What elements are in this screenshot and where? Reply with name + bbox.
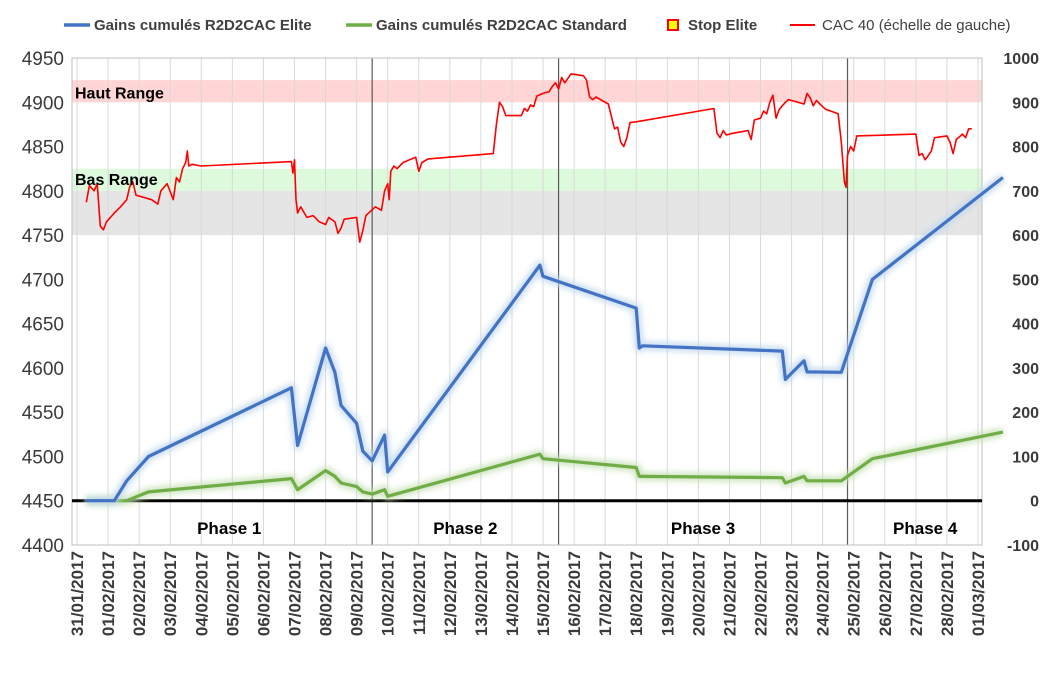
tick-x: 05/02/2017 <box>223 551 242 636</box>
legend-item-standard: Gains cumulés R2D2CAC Standard <box>346 17 627 34</box>
phase-labels: Phase 1 Phase 2 Phase 3 Phase 4 <box>197 519 958 538</box>
tick-x: 26/02/2017 <box>876 551 895 636</box>
tick-x: 04/02/2017 <box>192 551 211 636</box>
tick-left: 4400 <box>22 536 64 557</box>
legend-label-cac40: CAC 40 (échelle de gauche) <box>822 17 1010 34</box>
band-label-haut-range: Haut Range <box>75 85 164 102</box>
tick-x: 10/02/2017 <box>379 551 398 636</box>
tick-x: 14/02/2017 <box>503 551 522 636</box>
phase-label-4: Phase 4 <box>893 519 958 538</box>
series-layer <box>85 73 1006 506</box>
tick-left: 4500 <box>22 447 64 468</box>
tick-x: 11/02/2017 <box>410 551 429 635</box>
band-2 <box>72 190 982 236</box>
tick-x: 23/02/2017 <box>783 551 802 636</box>
tick-x: 28/02/2017 <box>938 551 957 636</box>
phase-label-3: Phase 3 <box>671 519 735 538</box>
tick-x: 25/02/2017 <box>845 551 864 636</box>
tick-x: 08/02/2017 <box>317 551 336 636</box>
tick-right: 0 <box>1030 494 1039 511</box>
tick-x: 17/02/2017 <box>596 551 615 636</box>
tick-left: 4950 <box>22 49 64 70</box>
tick-left: 4450 <box>22 492 64 513</box>
tick-x: 12/02/2017 <box>441 551 460 636</box>
legend: Gains cumulés R2D2CAC Elite Gains cumulé… <box>64 17 1010 34</box>
tick-right: 900 <box>1012 95 1039 112</box>
series-line-cac40 <box>85 73 972 243</box>
legend-swatch-stop-elite <box>667 19 679 31</box>
vertical-gridlines <box>76 58 979 545</box>
band-1 <box>72 168 982 191</box>
tick-x: 07/02/2017 <box>285 551 304 636</box>
tick-right: 300 <box>1012 361 1039 378</box>
tick-right: 700 <box>1012 184 1039 201</box>
x-axis: 31/01/2017 01/02/2017 02/02/2017 03/02/2017… <box>68 551 988 636</box>
tick-left: 4650 <box>22 315 64 336</box>
right-axis: -100 0 100 200 300 400 500 600 700 800 900 1000 <box>1003 51 1039 555</box>
tick-x: 31/01/2017 <box>68 551 87 636</box>
tick-x: 15/02/2017 <box>534 551 553 636</box>
legend-label-standard: Gains cumulés R2D2CAC Standard <box>376 17 627 34</box>
legend-item-cac40: CAC 40 (échelle de gauche) <box>790 17 1010 34</box>
tick-x: 02/02/2017 <box>130 551 149 636</box>
tick-left: 4550 <box>22 403 64 424</box>
tick-left: 4850 <box>22 138 64 159</box>
tick-right: 600 <box>1012 228 1039 245</box>
tick-right: 100 <box>1012 449 1039 466</box>
tick-x: 06/02/2017 <box>254 551 273 636</box>
legend-label-stop-elite: Stop Elite <box>688 17 757 34</box>
tick-x: 24/02/2017 <box>814 551 833 636</box>
tick-x: 19/02/2017 <box>658 551 677 636</box>
phase-label-2: Phase 2 <box>433 519 497 538</box>
tick-x: 01/02/2017 <box>99 551 118 636</box>
tick-x: 01/03/2017 <box>969 551 988 636</box>
tick-right: 800 <box>1012 140 1039 157</box>
band-0 <box>72 80 982 103</box>
tick-x: 22/02/2017 <box>752 551 771 636</box>
tick-right: 400 <box>1012 317 1039 334</box>
tick-x: 21/02/2017 <box>720 551 739 636</box>
tick-x: 16/02/2017 <box>565 551 584 636</box>
tick-x: 27/02/2017 <box>907 551 926 636</box>
tick-x: 09/02/2017 <box>348 551 367 636</box>
legend-item-elite: Gains cumulés R2D2CAC Elite <box>64 17 312 34</box>
series-line-standard <box>86 430 1004 503</box>
tick-x: 18/02/2017 <box>627 551 646 636</box>
tick-x: 13/02/2017 <box>472 551 491 636</box>
tick-right: 500 <box>1012 272 1039 289</box>
left-axis: 4400 4450 4500 4550 4600 4650 4700 4750 4800 4850… <box>22 49 64 557</box>
phase-label-1: Phase 1 <box>197 519 261 538</box>
legend-item-stop-elite: Stop Elite <box>667 17 757 34</box>
tick-left: 4900 <box>22 93 64 114</box>
tick-right: -100 <box>1007 538 1039 555</box>
tick-left: 4750 <box>22 226 64 247</box>
tick-left: 4700 <box>22 270 64 291</box>
tick-left: 4800 <box>22 182 64 203</box>
series-glow-standard <box>86 427 1004 506</box>
series-line-elite <box>86 176 1004 503</box>
tick-left: 4600 <box>22 359 64 380</box>
plot-area-border <box>71 57 983 546</box>
band-label-bas-range: Bas Range <box>75 172 158 189</box>
range-bands <box>72 80 982 236</box>
tick-x: 03/02/2017 <box>161 551 180 636</box>
tick-x: 20/02/2017 <box>689 551 708 636</box>
tick-right: 200 <box>1012 405 1039 422</box>
legend-label-elite: Gains cumulés R2D2CAC Elite <box>94 17 312 34</box>
tick-right: 1000 <box>1003 51 1039 68</box>
